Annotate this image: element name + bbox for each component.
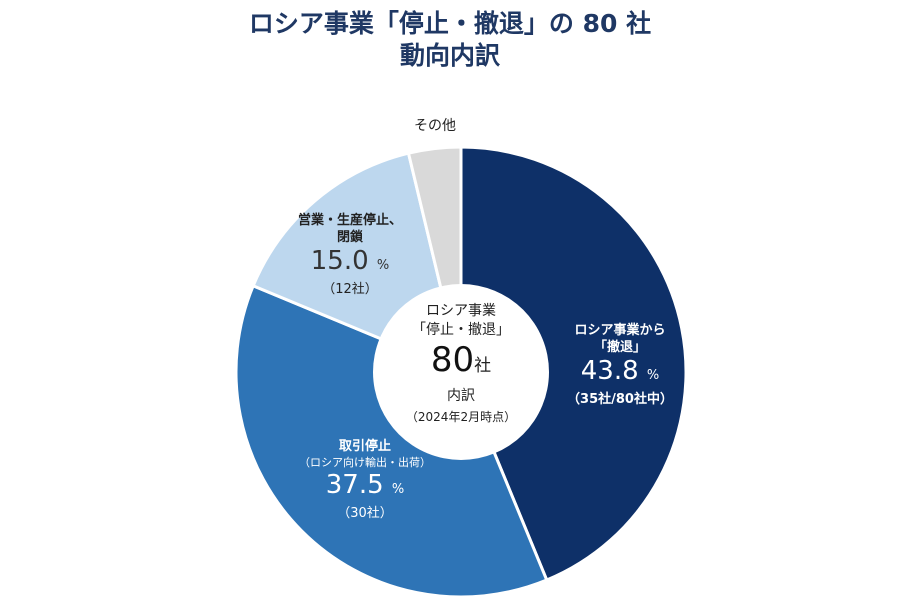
center-line2: 「停止・撤退」	[412, 322, 510, 338]
label-trade-count: （30社）	[337, 506, 393, 521]
center-date: （2024年2月時点）	[405, 410, 517, 424]
label-closure-pct: 15.0	[310, 246, 369, 276]
label-withdraw-pct: 43.8	[580, 356, 639, 386]
label-closure: 営業・生産停止、 閉鎖 15.0 % （12社）	[285, 212, 415, 298]
label-closure-count: （12社）	[322, 282, 378, 297]
chart-title-line2: 動向内訳	[399, 41, 500, 70]
percent-sign: %	[376, 258, 390, 273]
label-withdraw-line2: 「撤退」	[593, 340, 646, 355]
label-other: その他	[414, 118, 456, 134]
label-closure-line2: 閉鎖	[336, 230, 363, 245]
percent-sign: %	[391, 482, 405, 497]
center-count: 80	[430, 340, 475, 380]
center-count-unit: 社	[474, 356, 492, 376]
pie-slice-1	[234, 283, 549, 599]
label-withdraw: ロシア事業から 「撤退」 43.8 % （35社/80社中）	[545, 322, 695, 408]
label-withdraw-line1: ロシア事業から	[574, 323, 666, 338]
pie-slice-0	[459, 145, 688, 582]
chart-title-line1: ロシア事業「停止・撤退」の 80 社	[248, 9, 652, 38]
label-closure-line1: 営業・生産停止、	[297, 213, 402, 228]
center-label: ロシア事業 「停止・撤退」 80社 内訳 （2024年2月時点）	[371, 302, 551, 428]
center-line3: 内訳	[447, 388, 475, 404]
donut-hole	[373, 284, 549, 460]
label-withdraw-count: （35社/80社中）	[567, 392, 673, 407]
label-trade-stop: 取引停止 （ロシア向け輸出・出荷） 37.5 % （30社）	[290, 438, 440, 522]
label-trade-line1: 取引停止	[338, 439, 391, 454]
label-trade-line2: （ロシア向け輸出・出荷）	[299, 456, 431, 469]
label-trade-pct: 37.5	[325, 470, 384, 500]
center-line1: ロシア事業	[426, 303, 496, 319]
percent-sign: %	[646, 368, 660, 383]
